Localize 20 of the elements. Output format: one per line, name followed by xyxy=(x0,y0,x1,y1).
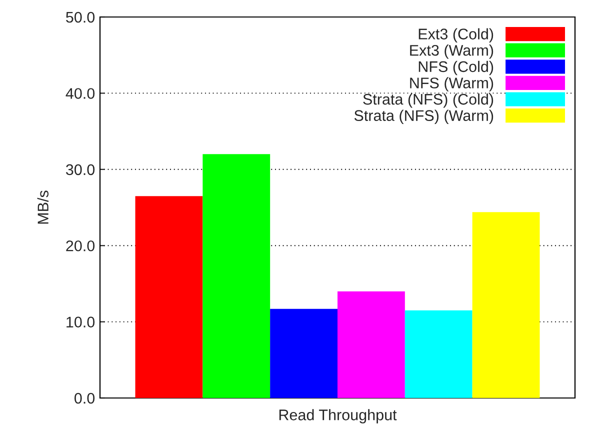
bar xyxy=(472,212,540,398)
y-tick-label: 20.0 xyxy=(66,240,95,252)
legend-label: Ext3 (Cold) xyxy=(418,28,494,42)
bar xyxy=(135,196,203,398)
legend-label: Strata (NFS) (Cold) xyxy=(363,93,494,108)
bar xyxy=(202,154,270,398)
legend-label: NFS (Cold) xyxy=(418,60,494,76)
legend-label: Strata (NFS) (Warm) xyxy=(354,110,494,124)
y-tick-label: 50.0 xyxy=(66,12,95,23)
y-tick-label: 0.0 xyxy=(74,392,95,404)
y-tick-label: 10.0 xyxy=(66,316,95,328)
y-tick-label: 30.0 xyxy=(66,164,95,176)
legend-label: Ext3 (Warm) xyxy=(410,44,494,59)
bar xyxy=(270,308,338,398)
y-tick-label: 40.0 xyxy=(66,88,95,99)
y-axis-title: MB/s xyxy=(37,190,48,224)
bar xyxy=(338,291,405,398)
bar xyxy=(404,310,472,398)
legend-label: NFS (Warm) xyxy=(410,77,494,92)
x-tick-label: Read Throughput xyxy=(279,409,397,424)
